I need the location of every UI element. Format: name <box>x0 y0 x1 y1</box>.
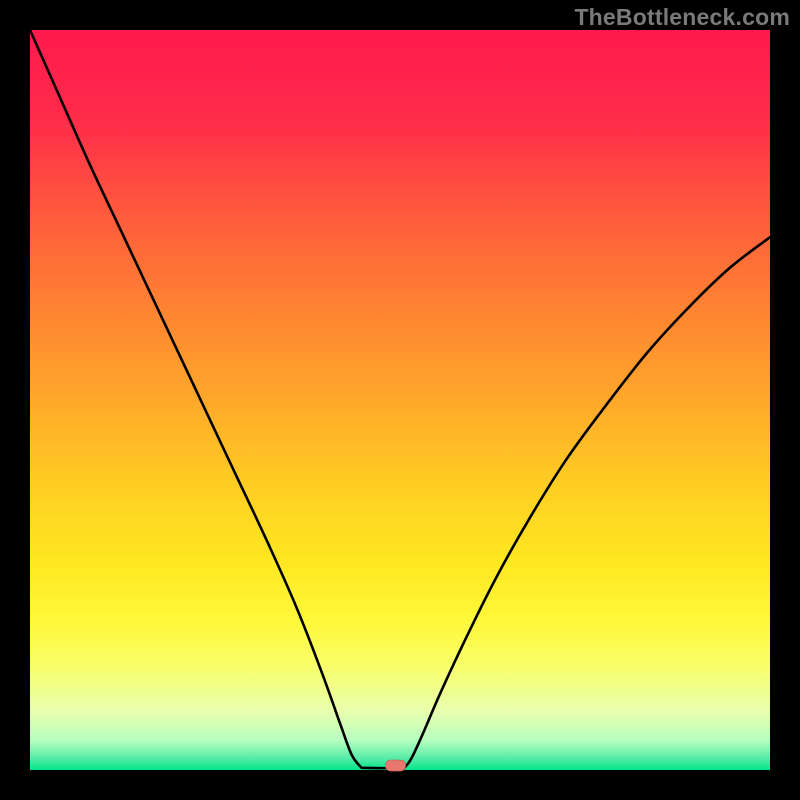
bottleneck-chart <box>0 0 800 800</box>
plot-background-gradient <box>30 30 770 770</box>
chart-container: TheBottleneck.com <box>0 0 800 800</box>
watermark-text: TheBottleneck.com <box>574 4 790 31</box>
optimal-point-marker <box>386 760 406 771</box>
